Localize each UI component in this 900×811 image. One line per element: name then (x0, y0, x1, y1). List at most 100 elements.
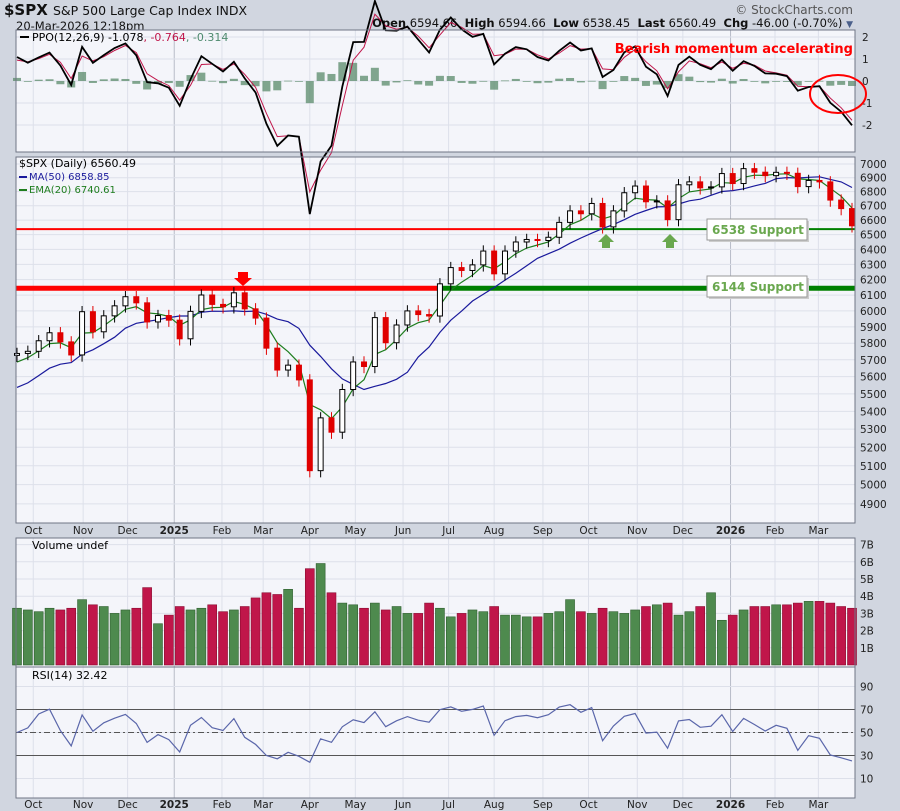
ppo-histogram-bar (631, 77, 640, 81)
price-candle (567, 210, 574, 223)
x-tick-label: Aug (484, 525, 505, 537)
last-value: 6560.49 (668, 16, 717, 30)
price-candle (491, 250, 498, 275)
volume-bar (500, 614, 510, 666)
price-candle (675, 184, 682, 221)
ppo-histogram-bar (56, 81, 65, 85)
price-candle (176, 319, 183, 340)
volume-bar (565, 599, 575, 666)
volume-bar (326, 592, 337, 666)
price-legend: $SPX (Daily) 6560.49 (19, 157, 136, 170)
x-tick-label: Mar (253, 799, 273, 811)
rsi-tick-label: 90 (860, 682, 873, 694)
volume-bar (825, 602, 836, 666)
volume-bar (511, 614, 521, 666)
volume-bar (489, 606, 499, 666)
ppo-histogram-bar (598, 81, 607, 90)
volume-bar (738, 609, 749, 666)
price-candle (751, 168, 758, 173)
ppo-histogram-bar (848, 81, 856, 86)
price-candle (480, 250, 487, 266)
x-tick-label: Aug (484, 799, 505, 811)
ppo-histogram-bar (316, 72, 325, 81)
ppo-signal-label: , -0.764 (143, 31, 185, 44)
stockcharts-credit[interactable]: © StockCharts.com (735, 3, 853, 17)
ppo-histogram-bar (728, 81, 737, 84)
high-label: High (464, 16, 495, 30)
ppo-histogram-bar (663, 81, 672, 89)
red-arrow-down-icon (234, 272, 252, 286)
x-tick-label: May (344, 799, 366, 811)
price-tick-label: 5500 (860, 389, 887, 401)
price-tick-label: 5400 (860, 406, 887, 418)
volume-bar (55, 609, 66, 666)
support-label-text: 6538 Support (712, 223, 804, 237)
low-label: Low (553, 16, 580, 30)
x-tick-label: Jul (441, 799, 455, 811)
ppo-histogram-bar (13, 77, 21, 81)
ppo-histogram-bar (685, 76, 694, 81)
price-tick-label: 6400 (860, 244, 887, 256)
price-tick-label: 6200 (860, 275, 887, 287)
ppo-histogram-bar (121, 78, 130, 81)
price-tick-label: 5900 (860, 322, 887, 334)
ppo-histogram-bar (793, 81, 802, 86)
label-box (706, 275, 808, 298)
high-value: 6594.66 (498, 16, 546, 30)
volume-bar (218, 611, 228, 666)
price-candle (501, 250, 508, 275)
price-candle (534, 238, 541, 242)
price-tick-label: 6800 (860, 187, 887, 199)
x-tick-label: Sep (533, 525, 553, 537)
volume-bar (554, 611, 565, 666)
ppo-histogram-bar (403, 80, 412, 82)
ppo-histogram-bar (197, 72, 206, 81)
ppo-histogram-bar (164, 81, 173, 84)
volume-bar (23, 609, 33, 666)
ppo-histogram-bar (511, 78, 520, 81)
volume-bar (153, 623, 163, 666)
price-tick-label: 5700 (860, 355, 887, 367)
open-value: 6594.66 (409, 16, 458, 30)
ppo-histogram-bar (381, 81, 390, 86)
volume-bar (261, 592, 272, 666)
price-candle (805, 179, 812, 188)
x-tick-label: Dec (673, 525, 694, 537)
ppo-tick-label: -1 (862, 98, 872, 110)
chg-label: Chg (723, 16, 749, 30)
price-candle (79, 311, 86, 356)
ppo-histogram-bar (425, 81, 434, 86)
volume-bar (727, 614, 738, 666)
volume-bar (695, 606, 705, 666)
x-tick-label: Nov (627, 525, 648, 537)
ppo-histogram-bar (143, 81, 152, 90)
volume-bar (272, 594, 283, 666)
volume-bar (445, 616, 456, 666)
volume-bar (283, 589, 293, 666)
ppo-tick-label: 0 (862, 76, 869, 88)
price-candle (122, 296, 129, 307)
ppo-histogram-bar (457, 81, 466, 83)
volume-bar (435, 607, 445, 666)
price-candle (610, 210, 617, 228)
rsi-tick-label: 50 (860, 728, 873, 740)
price-candle (827, 181, 834, 201)
x-tick-label: Jun (394, 525, 411, 537)
price-candle (57, 332, 64, 343)
ppo-histogram-bar (782, 81, 791, 82)
triangle-down-icon[interactable]: ▼ (846, 20, 853, 30)
ppo-histogram-bar (761, 81, 770, 84)
green-arrow-up-icon (598, 234, 614, 248)
volume-bar (467, 609, 478, 666)
volume-bar (250, 597, 261, 666)
price-tick-label: 4900 (860, 499, 887, 511)
ppo-histogram-bar (435, 75, 444, 81)
price-candle (545, 236, 552, 242)
x-tick-label: Apr (301, 525, 320, 537)
price-candle (458, 267, 465, 271)
x-tick-label: Feb (213, 525, 232, 537)
ppo-histogram-bar (110, 78, 119, 81)
ppo-histogram-bar (500, 80, 509, 82)
green-arrow-up-icon (662, 234, 678, 248)
